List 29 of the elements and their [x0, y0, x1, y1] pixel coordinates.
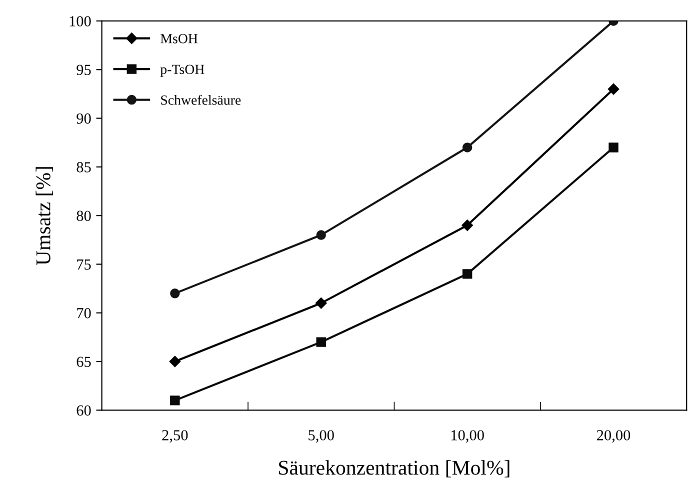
y-tick-label: 80: [76, 210, 91, 222]
y-tick-label: 90: [76, 113, 91, 124]
y-axis-title: Umsatz [%]: [36, 167, 53, 266]
point: [316, 230, 326, 240]
point: [316, 298, 327, 309]
y-tick-label: 95: [76, 64, 91, 76]
x-axis-title: Säurekonzentration [Mol%]: [279, 460, 510, 478]
point: [462, 269, 472, 279]
point: [170, 288, 180, 298]
point: [608, 83, 620, 95]
y-tick-label: 70: [77, 308, 91, 318]
point: [608, 142, 618, 152]
x-tick-label: 20,00: [597, 430, 630, 443]
legend-label: MsOH: [160, 34, 198, 44]
legend-label: Schwefelsäure: [161, 94, 241, 105]
point: [169, 356, 181, 368]
x-tick-label: 10,00: [451, 430, 484, 443]
y-tick-label: 65: [76, 356, 91, 367]
y-tick-label: 75: [77, 260, 91, 270]
x-tick-label: 2,50: [162, 430, 188, 443]
point: [170, 396, 180, 406]
point: [462, 142, 472, 152]
point: [462, 220, 473, 231]
y-tick-label: 85: [76, 162, 91, 172]
x-tick-label: 5,00: [308, 430, 334, 443]
legend-label: p-TsOH: [160, 64, 204, 77]
y-tick-label: 100: [70, 16, 91, 26]
point: [316, 337, 326, 347]
y-tick-label: 60: [76, 405, 91, 416]
